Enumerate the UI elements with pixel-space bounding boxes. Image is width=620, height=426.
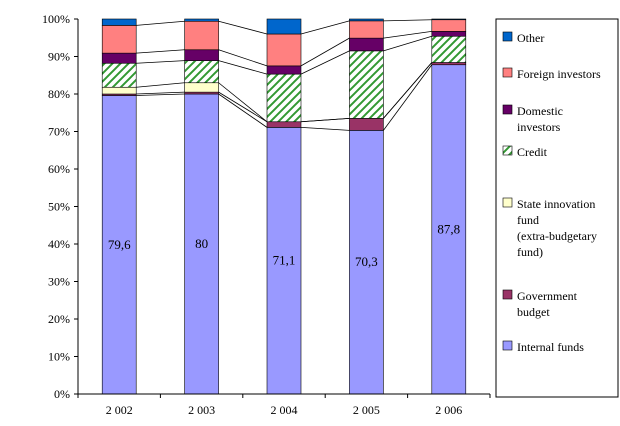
legend-swatch-foreign-investors (502, 67, 513, 78)
bar-segment-foreign-investors (266, 33, 302, 67)
legend-label-domestic-investors: Domestic investors (517, 104, 563, 134)
bar-segment-internal-funds (101, 95, 137, 395)
bar-segment-foreign-investors (349, 20, 384, 39)
bar-segment-credit (349, 50, 384, 119)
data-labels: 79,6 80 71,1 70,3 87,8 (108, 221, 460, 269)
bar-segment-other (101, 18, 137, 26)
series-line-state-innovation-fund-extra-budgetary-fund (383, 62, 433, 119)
bar-segment-internal-funds (266, 127, 302, 395)
series-line-credit (218, 60, 268, 75)
series-line-internal-funds (300, 126, 350, 131)
series-line-domestic-investors (300, 37, 350, 67)
bar-segment-domestic-investors (101, 52, 137, 64)
data-label: 79,6 (108, 237, 131, 252)
bar-segment-domestic-investors (266, 65, 302, 75)
bar-segment-internal-funds (431, 64, 467, 395)
y-tick-label: 0% (54, 387, 70, 401)
bar-segment-other (431, 18, 467, 21)
bar-segment-credit (266, 73, 302, 123)
legend-label-foreign-investors: Foreign investors (517, 67, 601, 81)
legend-label-other: Other (517, 31, 544, 45)
legend-label-government-budget: Government budget (517, 289, 578, 319)
bar-segment-domestic-investors (184, 49, 219, 61)
bar-segment-foreign-investors (184, 20, 219, 51)
legend-swatch-credit (502, 145, 513, 156)
legend-swatch-state-innovation-fund-extra-budgetary-fund (502, 197, 513, 208)
y-tick-label: 40% (48, 237, 70, 251)
legend-label-internal-funds: Internal funds (517, 340, 584, 354)
series-line-foreign-investors (383, 19, 432, 22)
series-line-government-budget (136, 91, 185, 95)
series-line-state-innovation-fund-extra-budgetary-fund (218, 82, 268, 123)
data-label: 71,1 (273, 253, 296, 268)
series-line-domestic-investors (383, 30, 432, 39)
bar-segment-domestic-investors (431, 31, 467, 37)
legend-swatch-domestic-investors (502, 104, 513, 115)
bar-segment-credit (184, 60, 219, 84)
bar-segment-credit (431, 35, 467, 63)
series-line-state-innovation-fund-extra-budgetary-fund (300, 117, 350, 123)
data-label: 70,3 (355, 254, 378, 269)
y-tick-label: 100% (42, 12, 70, 26)
y-tick-label: 70% (48, 125, 70, 139)
bars (101, 18, 467, 395)
bar-segment-other (349, 18, 384, 22)
legend-label-credit: Credit (517, 145, 548, 159)
bar-segment-internal-funds (184, 93, 219, 395)
series-connector-lines (136, 19, 433, 131)
series-line-foreign-investors (218, 20, 268, 35)
legend-swatch-other (502, 31, 513, 42)
legend-swatch-government-budget (502, 289, 513, 300)
bar-segment-foreign-investors (101, 25, 137, 54)
bar-segment-government-budget (349, 118, 384, 131)
bar-segment-credit (101, 62, 137, 88)
legend-swatch-internal-funds (502, 340, 513, 351)
legend-box (495, 18, 619, 398)
y-tick-label: 10% (48, 350, 70, 364)
bar-segment-government-budget (431, 62, 467, 66)
legend-label-state-innovation-fund-extra-budgetary-fund: State innovation fund (extra-budgetary fund… (517, 197, 597, 259)
bar-segment-state-innovation-fund-extra-budgetary-fund (101, 86, 137, 95)
legend: Other Foreign investors Domestic investors C… (495, 18, 619, 398)
y-tick-label: 30% (48, 275, 70, 289)
series-line-internal-funds (136, 93, 185, 96)
bar-segment-other (184, 18, 219, 22)
x-tick-label: 2 003 (188, 403, 215, 417)
series-line-domestic-investors (218, 49, 268, 67)
series-line-credit (383, 35, 432, 52)
x-tick-label: 2 004 (271, 403, 298, 417)
series-line-foreign-investors (136, 20, 185, 26)
data-label: 80 (195, 236, 208, 251)
y-tick-label: 90% (48, 50, 70, 64)
bar-segment-other (266, 18, 302, 35)
series-line-government-budget (218, 91, 268, 123)
bar-segment-state-innovation-fund-extra-budgetary-fund (184, 82, 219, 93)
x-tick-label: 2 006 (435, 403, 462, 417)
series-line-credit (300, 50, 350, 75)
x-tick-label: 2 002 (106, 403, 133, 417)
bar-segment-internal-funds (349, 130, 384, 395)
bar-segment-domestic-investors (349, 37, 384, 52)
series-line-credit (136, 60, 185, 64)
series-line-internal-funds (218, 93, 268, 128)
axes: 0% 10% 20% 30% 40% 50% 60% 70% 80% 90% 100% 2 002 2 … (42, 12, 491, 417)
series-line-foreign-investors (300, 20, 350, 35)
y-tick-label: 20% (48, 312, 70, 326)
series-line-state-innovation-fund-extra-budgetary-fund (136, 82, 185, 88)
series-line-domestic-investors (136, 49, 185, 54)
y-tick-label: 50% (48, 200, 70, 214)
data-label: 87,8 (437, 221, 460, 236)
x-tick-label: 2 005 (353, 403, 380, 417)
y-tick-label: 80% (48, 87, 70, 101)
series-line-internal-funds (383, 64, 433, 131)
bar-segment-government-budget (266, 121, 302, 128)
y-tick-label: 60% (48, 162, 70, 176)
bar-segment-foreign-investors (431, 19, 467, 32)
